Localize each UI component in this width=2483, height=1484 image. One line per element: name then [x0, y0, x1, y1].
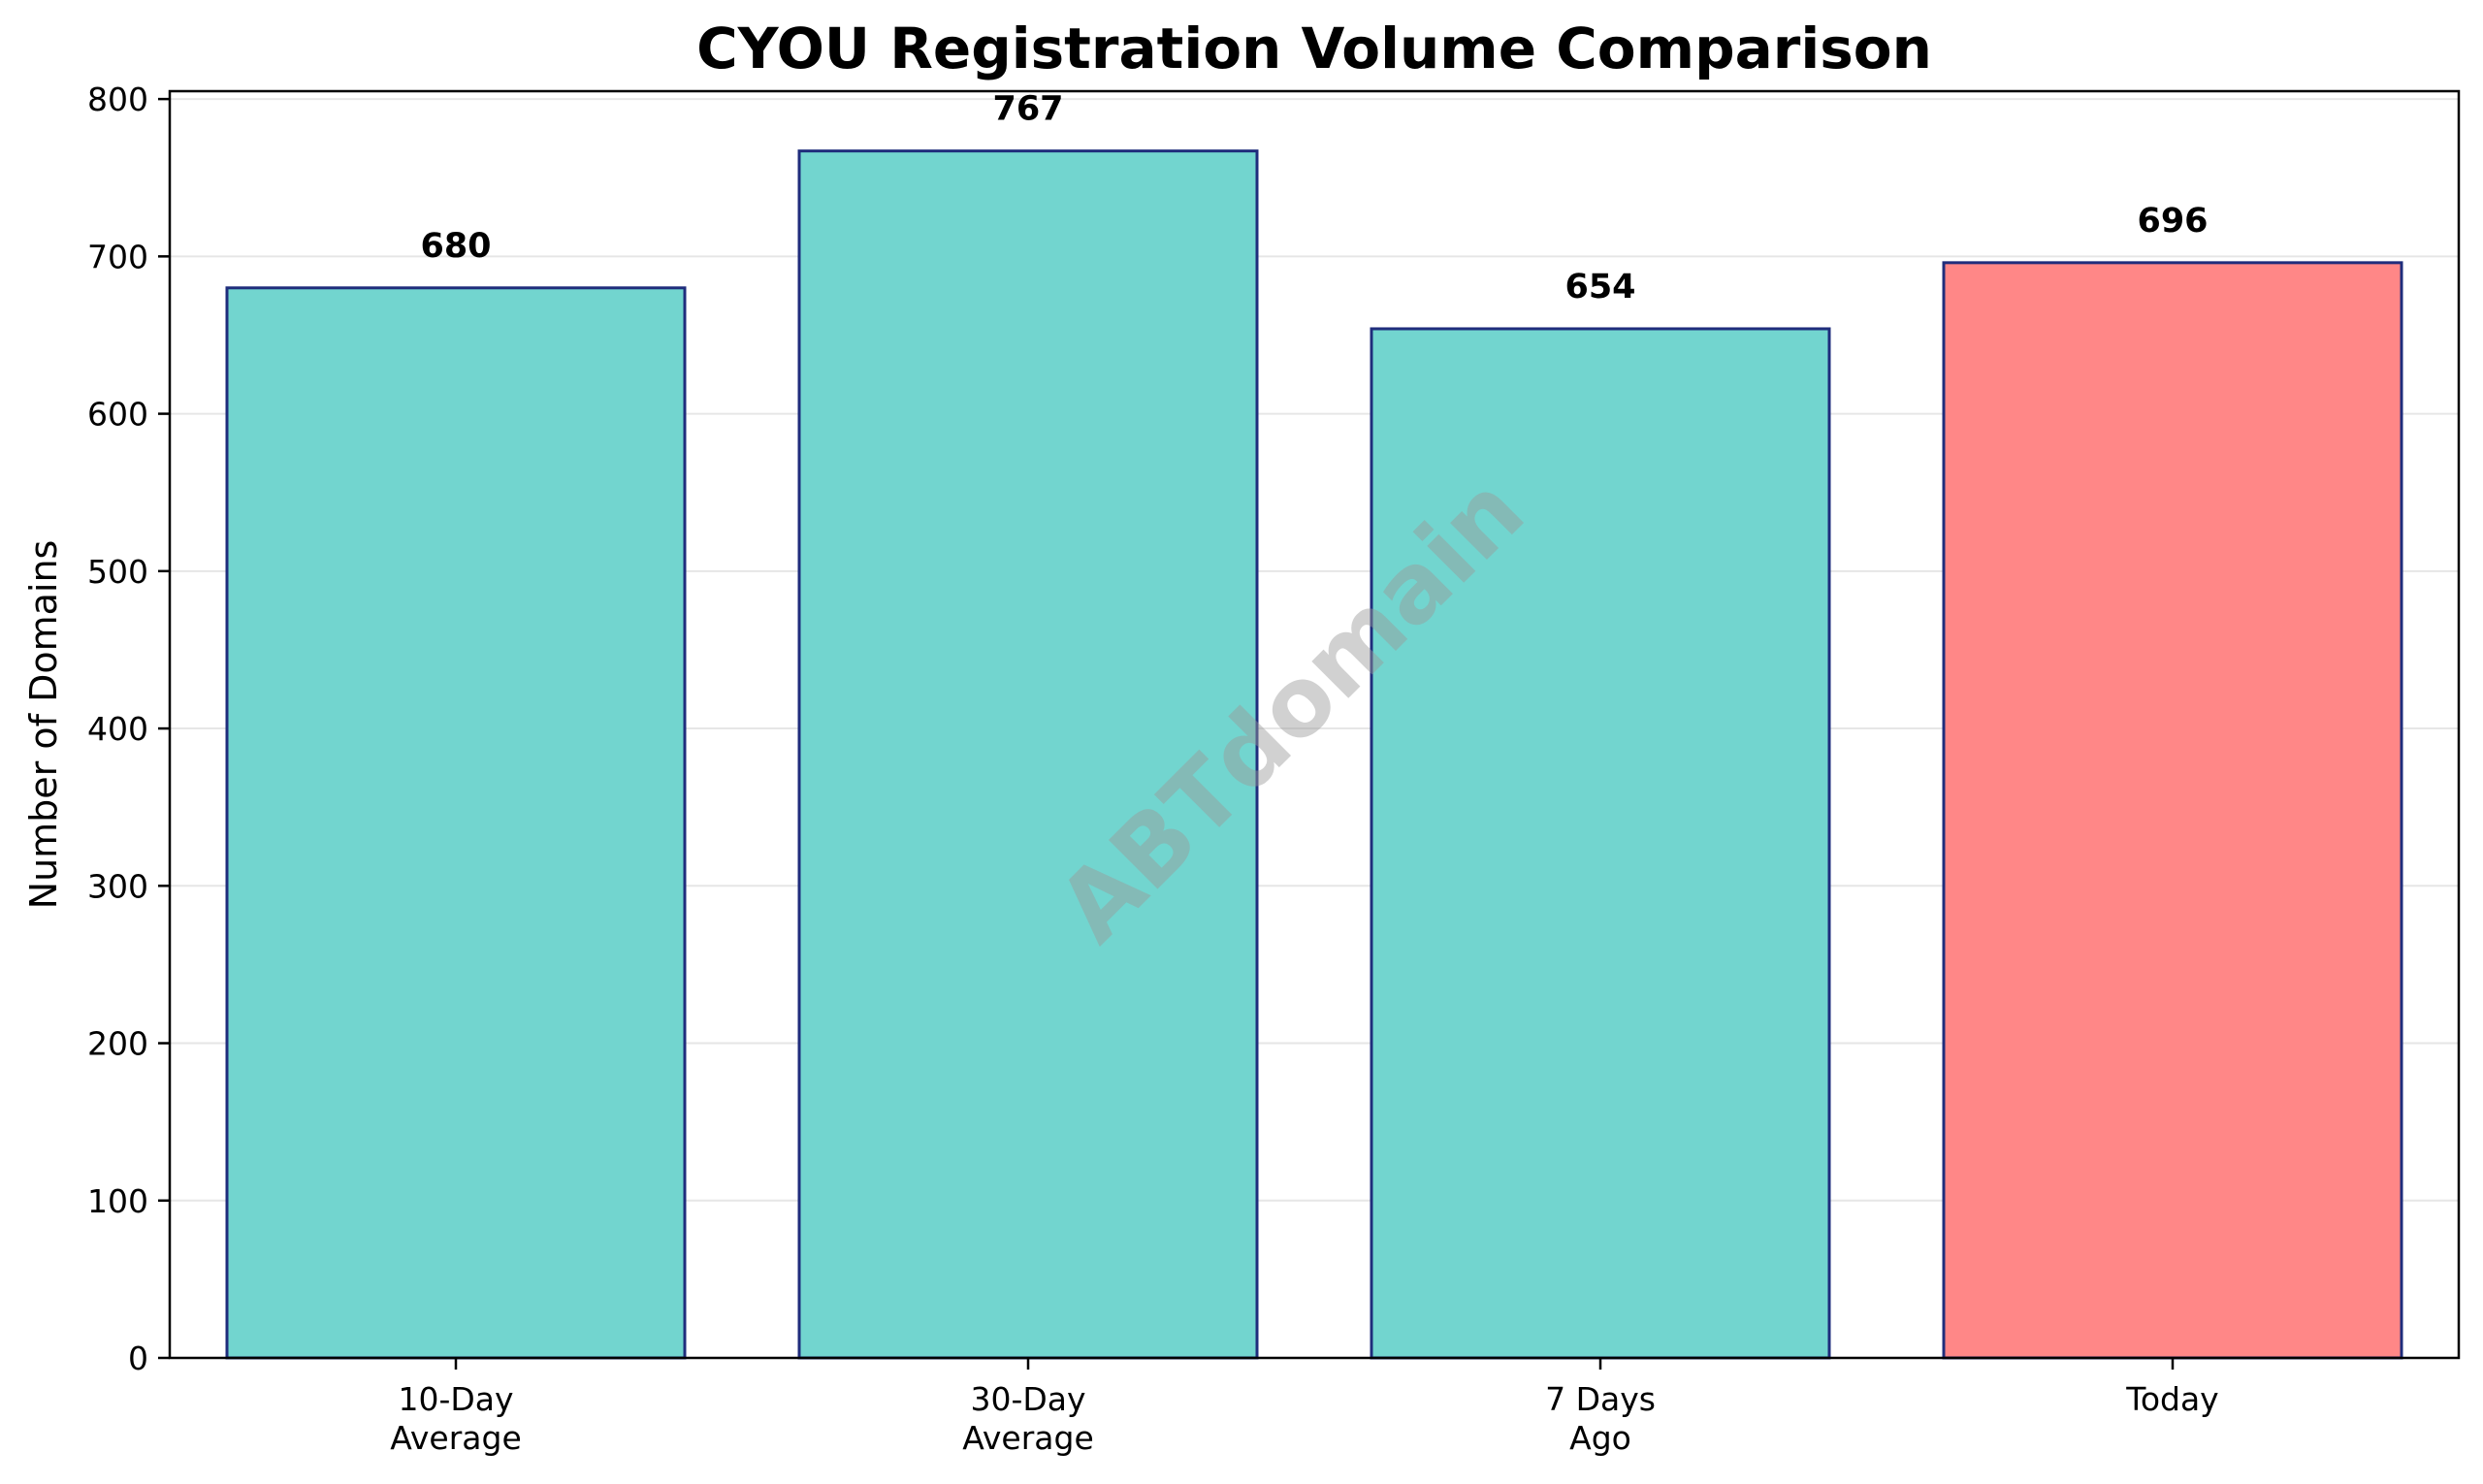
y-tick-label: 600: [87, 396, 148, 434]
bars: [225, 149, 2403, 1360]
bar-value-label: 696: [2137, 202, 2208, 241]
x-tick-label: 10-Day Average: [390, 1380, 522, 1457]
x-tick-label: 30-Day Average: [962, 1380, 1094, 1457]
x-tick-label-line: 10-Day: [398, 1380, 513, 1418]
x-tick-label-line: Average: [390, 1419, 522, 1457]
x-tick-label-line: Average: [962, 1419, 1094, 1457]
y-tick-label: 800: [87, 81, 148, 118]
y-tick-label: 100: [87, 1182, 148, 1220]
x-tick-label-line: 7 Days: [1545, 1380, 1656, 1418]
x-tick-label-line: Today: [2125, 1380, 2218, 1418]
y-tick-label: 700: [87, 238, 148, 275]
bar: [225, 286, 687, 1360]
x-tick-label: Today: [2125, 1380, 2218, 1418]
x-tick-label-line: 30-Day: [970, 1380, 1085, 1418]
bar: [1370, 327, 1831, 1360]
plot-frame: [168, 89, 2461, 1360]
bar: [797, 149, 1259, 1360]
y-axis-label: Number of Domains: [22, 540, 65, 910]
x-tick-label: 7 Days Ago: [1545, 1380, 1656, 1457]
y-axis-ticks: 0 100 200 300 400 500 600 700 800: [87, 81, 170, 1377]
y-tick-label: 300: [87, 867, 148, 905]
bar-value-label: 654: [1564, 268, 1635, 306]
y-tick-label: 500: [87, 553, 148, 591]
y-tick-label: 400: [87, 710, 148, 748]
bar: [1942, 261, 2403, 1360]
chart-title: CYOU Registration Volume Comparison: [696, 16, 1932, 81]
y-tick-label: 0: [128, 1339, 148, 1377]
bar-value-label: 767: [992, 90, 1063, 129]
x-tick-label-line: Ago: [1569, 1419, 1631, 1457]
y-tick-label: 200: [87, 1025, 148, 1063]
value-labels: 680 767 654 696: [420, 90, 2208, 306]
bar-value-label: 680: [420, 227, 491, 266]
